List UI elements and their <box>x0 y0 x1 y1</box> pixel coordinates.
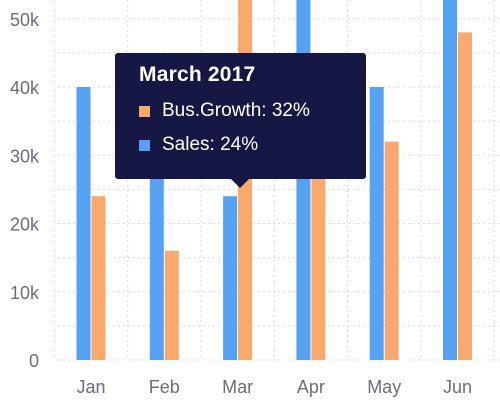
bar-sales-feb <box>149 155 164 360</box>
bar-bus-growth-jun <box>458 32 472 361</box>
chart-tooltip: March 2017 Bus.Growth: 32% Sales: 24% <box>115 53 366 179</box>
x-tick-label: Apr <box>297 377 325 397</box>
bar-sales-jan <box>76 87 91 360</box>
bar-bus-growth-may <box>384 141 399 360</box>
x-tick-label: May <box>367 377 401 397</box>
x-tick-label: Jun <box>443 377 472 397</box>
tooltip-row-sales: Sales: 24% <box>139 134 366 156</box>
bar-bus-growth-feb <box>164 250 179 360</box>
bar-bus-growth-apr <box>311 175 326 360</box>
bar-bus-growth-jan <box>91 196 106 360</box>
y-tick-label: 0 <box>29 351 39 371</box>
tooltip-bus-growth-label: Bus.Growth: 32% <box>162 100 310 121</box>
bus-growth-swatch-icon <box>139 105 150 117</box>
bar-sales-jun <box>443 0 457 360</box>
bar-sales-mar <box>223 196 238 360</box>
tooltip-row-bus-growth: Bus.Growth: 32% <box>139 100 366 122</box>
y-tick-label: 40k <box>10 78 40 98</box>
x-tick-label: Feb <box>149 377 180 397</box>
y-tick-label: 20k <box>10 215 40 235</box>
x-tick-label: Mar <box>222 377 253 397</box>
bar-sales-may <box>369 87 384 360</box>
x-tick-label: Jan <box>76 377 105 397</box>
tooltip-title: March 2017 <box>139 63 256 86</box>
tooltip-sales-label: Sales: 24% <box>162 134 259 155</box>
y-tick-label: 30k <box>10 146 40 166</box>
tooltip-pointer <box>231 179 249 188</box>
y-tick-label: 10k <box>10 283 40 303</box>
y-tick-label: 50k <box>10 10 40 30</box>
sales-swatch-icon <box>139 139 150 151</box>
